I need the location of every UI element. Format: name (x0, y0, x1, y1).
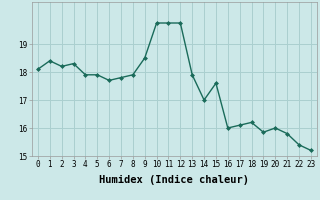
X-axis label: Humidex (Indice chaleur): Humidex (Indice chaleur) (100, 175, 249, 185)
